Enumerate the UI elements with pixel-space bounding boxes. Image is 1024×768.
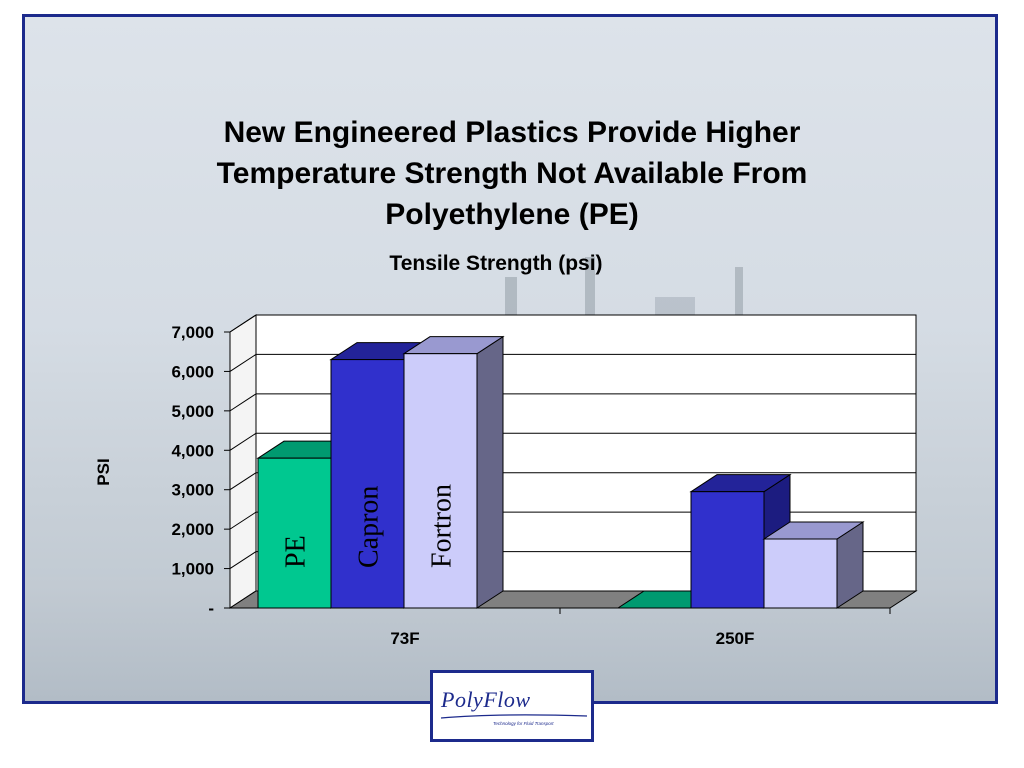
bar-pe-73f — [257, 457, 332, 609]
gridline — [229, 314, 916, 333]
logo-wordmark: PolyFlow — [441, 687, 531, 712]
gridline — [229, 393, 916, 412]
bar-fortron-250f — [763, 538, 838, 609]
bar-fortron-73f-side — [476, 335, 504, 609]
gridline — [229, 472, 916, 491]
y-tick-label: 4,000 — [171, 441, 214, 460]
chart-side-wall — [229, 314, 257, 609]
y-tick-label: 1,000 — [171, 560, 214, 579]
bar-fortron-73f — [403, 353, 478, 609]
series-label-capron: Capron — [354, 486, 385, 568]
bar-capron-250f — [690, 491, 765, 609]
y-tick-label: 5,000 — [171, 402, 214, 421]
series-label-pe: PE — [281, 535, 312, 568]
y-tick-label: 7,000 — [171, 323, 214, 342]
logo-swoosh-icon — [440, 714, 588, 719]
gridline — [229, 432, 916, 451]
y-tick-label: 6,000 — [171, 362, 214, 381]
chart-plot-area: - 1,000 2,000 3,000 4,000 5,000 6,000 7,000 PE Ca… — [171, 314, 918, 648]
chart-title: Tensile Strength (psi) — [389, 252, 602, 275]
logo-tagline: Technology for Fluid Transport — [493, 721, 554, 726]
x-tick-label-73f: 73F — [390, 629, 419, 648]
gridline — [229, 353, 916, 372]
y-tick-label: 3,000 — [171, 481, 214, 500]
slide-title-line-3: Polyethylene (PE) — [385, 198, 639, 231]
polyflow-logo: PolyFlow Technology for Fluid Transport — [430, 670, 594, 742]
y-tick-label: - — [208, 599, 214, 618]
slide-title: New Engineered Plastics Provide Higher T… — [0, 112, 1024, 235]
x-tick-label-250f: 250F — [716, 629, 755, 648]
slide-title-line-1: New Engineered Plastics Provide Higher — [223, 116, 801, 149]
slide-title-line-2: Temperature Strength Not Available From — [216, 157, 808, 190]
series-label-fortron: Fortron — [427, 484, 458, 568]
y-tick-label: 2,000 — [171, 520, 214, 539]
y-axis-label: PSI — [94, 458, 113, 485]
bar-capron-73f — [330, 359, 405, 609]
